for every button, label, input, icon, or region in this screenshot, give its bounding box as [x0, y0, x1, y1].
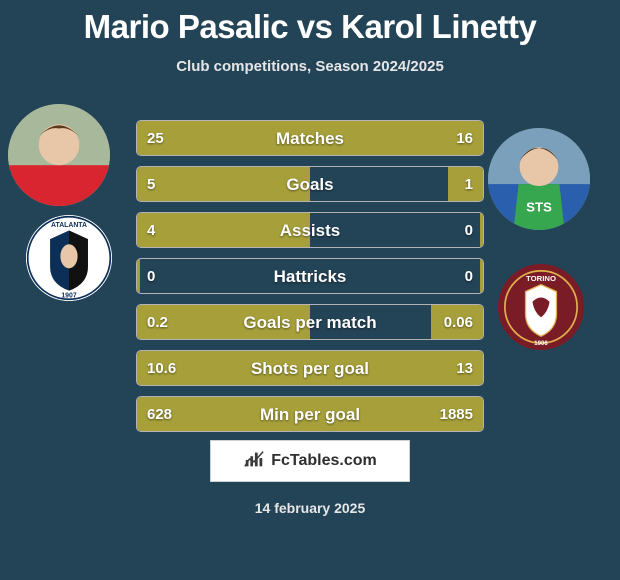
stat-row: 0.20.06Goals per match	[136, 304, 484, 340]
stat-row: 6281885Min per goal	[136, 396, 484, 432]
subtitle: Club competitions, Season 2024/2025	[0, 58, 620, 75]
chart-icon	[243, 448, 265, 475]
page-title: Mario Pasalic vs Karol Linetty	[0, 0, 620, 46]
svg-text:TORINO: TORINO	[526, 274, 556, 283]
stat-label: Hattricks	[137, 259, 483, 294]
stat-label: Matches	[137, 121, 483, 156]
stat-label: Shots per goal	[137, 351, 483, 386]
stat-row: 40Assists	[136, 212, 484, 248]
stat-label: Goals per match	[137, 305, 483, 340]
fctables-badge: FcTables.com	[210, 440, 410, 482]
stat-bars-container: 2516Matches 51Goals 40Assists 00Hattricks 0.…	[136, 120, 484, 442]
date-label: 14 february 2025	[0, 500, 620, 516]
svg-text:STS: STS	[526, 200, 552, 215]
svg-text:ATALANTA: ATALANTA	[51, 222, 87, 229]
player2-club-badge: TORINO 1906	[498, 264, 584, 350]
svg-text:1907: 1907	[61, 293, 76, 300]
stat-row: 00Hattricks	[136, 258, 484, 294]
svg-text:1906: 1906	[534, 341, 548, 347]
stat-row: 2516Matches	[136, 120, 484, 156]
stat-row: 10.613Shots per goal	[136, 350, 484, 386]
stat-label: Assists	[137, 213, 483, 248]
stat-label: Min per goal	[137, 397, 483, 432]
fctables-label: FcTables.com	[271, 452, 377, 470]
player2-avatar: STS	[488, 128, 590, 230]
player1-club-badge: ATALANTA 1907	[26, 215, 112, 301]
stat-label: Goals	[137, 167, 483, 202]
stat-row: 51Goals	[136, 166, 484, 202]
player1-avatar	[8, 104, 110, 206]
